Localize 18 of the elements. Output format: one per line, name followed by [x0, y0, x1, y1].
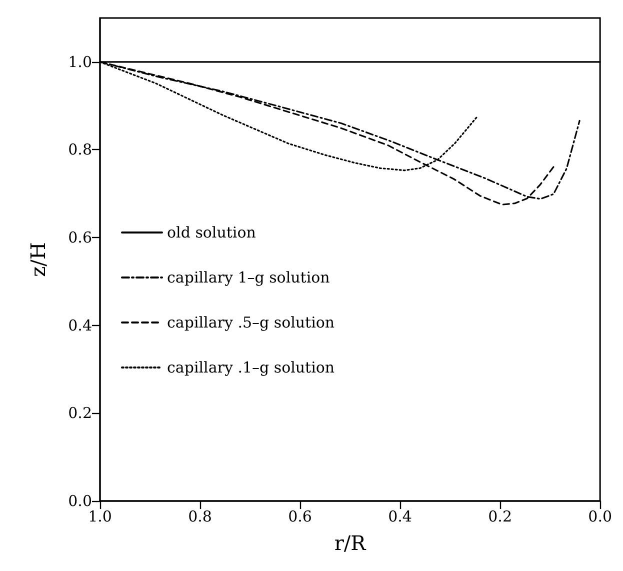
x-tick-label: 0.4 [388, 508, 412, 526]
y-tick-label: 0.8 [68, 140, 92, 159]
x-tick-label: 0.6 [288, 508, 312, 526]
legend-label: capillary .5–g solution [167, 314, 335, 332]
x-tick-label: 0.8 [188, 508, 212, 526]
x-axis-title: r/R [334, 531, 367, 555]
x-tick-label: 0.2 [488, 508, 512, 526]
y-tick-label: 0.0 [68, 492, 92, 510]
x-tick-label: 0.0 [588, 508, 612, 526]
y-tick-label: 0.6 [68, 228, 92, 247]
y-tick-label: 1.0 [68, 52, 92, 71]
legend-label: capillary .1–g solution [167, 358, 335, 376]
legend-label: old solution [167, 224, 256, 242]
y-tick-label: 0.2 [68, 404, 92, 422]
y-tick-label: 0.4 [68, 316, 92, 334]
legend-label: capillary 1–g solution [167, 268, 330, 286]
y-axis-title: z/H [26, 242, 50, 277]
x-tick-label: 1.0 [88, 508, 112, 526]
